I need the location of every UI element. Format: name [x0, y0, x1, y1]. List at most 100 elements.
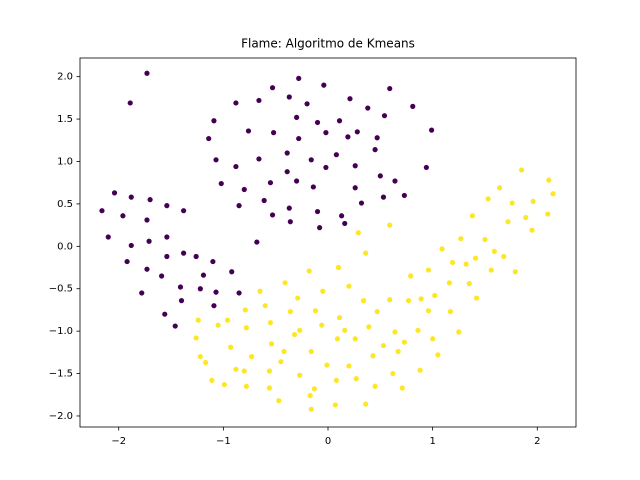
point: [278, 359, 284, 365]
point: [266, 368, 273, 374]
point: [296, 135, 302, 142]
point: [266, 385, 273, 391]
point: [243, 383, 249, 389]
point: [456, 329, 462, 335]
point: [399, 385, 405, 391]
point: [162, 311, 168, 317]
point: [423, 164, 429, 171]
point: [314, 208, 321, 215]
point: [164, 203, 170, 209]
point: [395, 348, 401, 355]
point: [355, 230, 361, 236]
x-tick-label: −2: [111, 436, 126, 447]
point: [387, 85, 393, 92]
point: [410, 103, 416, 109]
point: [380, 342, 387, 349]
point: [550, 191, 556, 197]
point: [282, 280, 288, 286]
point: [428, 127, 435, 133]
point: [164, 253, 170, 260]
point: [268, 341, 275, 347]
point: [505, 219, 511, 225]
point: [360, 298, 367, 304]
point: [333, 377, 339, 383]
point: [124, 258, 130, 265]
point: [284, 150, 290, 156]
y-tick-label: −1.5: [49, 369, 73, 380]
point: [358, 200, 365, 206]
y-tick-label: 2.0: [57, 72, 73, 83]
point: [353, 376, 359, 382]
point: [447, 309, 454, 315]
point: [197, 353, 203, 360]
point: [236, 290, 242, 296]
point: [249, 353, 255, 360]
y-tick-label: 0.5: [57, 199, 73, 210]
point: [276, 398, 282, 404]
point: [218, 180, 224, 187]
y-tick-label: −2.0: [49, 411, 73, 422]
point: [241, 368, 247, 374]
point: [295, 295, 301, 301]
point: [401, 192, 407, 199]
point: [336, 314, 343, 321]
point: [472, 255, 479, 261]
point: [195, 317, 201, 323]
point: [206, 135, 212, 142]
point: [193, 335, 199, 341]
point: [233, 100, 239, 106]
point: [497, 185, 503, 191]
point: [261, 197, 267, 204]
point: [469, 213, 476, 219]
point: [270, 130, 277, 136]
point: [335, 264, 342, 271]
point: [213, 289, 219, 295]
point: [294, 178, 300, 184]
point: [286, 205, 292, 211]
point: [210, 258, 216, 265]
point: [488, 267, 494, 273]
point: [546, 177, 552, 183]
point: [127, 100, 133, 106]
point: [401, 339, 407, 345]
point: [323, 164, 329, 171]
point: [372, 383, 378, 389]
point: [458, 236, 464, 242]
point: [215, 322, 221, 328]
point: [345, 134, 351, 140]
point: [370, 353, 376, 359]
point: [236, 203, 242, 209]
point: [311, 386, 317, 392]
point: [120, 213, 126, 219]
point: [99, 208, 105, 214]
point: [430, 336, 436, 342]
point: [449, 259, 456, 266]
point: [405, 298, 412, 304]
y-tick-label: −0.5: [49, 284, 73, 295]
point: [304, 101, 310, 107]
point: [287, 219, 293, 225]
point: [372, 147, 378, 153]
point: [291, 331, 298, 338]
point: [352, 163, 358, 169]
point: [200, 272, 207, 278]
point: [144, 266, 150, 272]
point: [339, 213, 345, 219]
point: [139, 290, 145, 296]
point: [435, 352, 441, 358]
point: [314, 119, 321, 126]
point: [342, 327, 348, 333]
point: [485, 196, 491, 202]
point: [242, 307, 248, 313]
point: [146, 238, 152, 244]
point: [523, 214, 529, 221]
point: [439, 246, 445, 252]
y-tick-label: 1.5: [57, 114, 73, 125]
y-tick-label: 1.0: [57, 156, 73, 167]
point: [352, 185, 358, 191]
point: [241, 186, 247, 193]
point: [512, 269, 518, 275]
point: [297, 327, 303, 333]
